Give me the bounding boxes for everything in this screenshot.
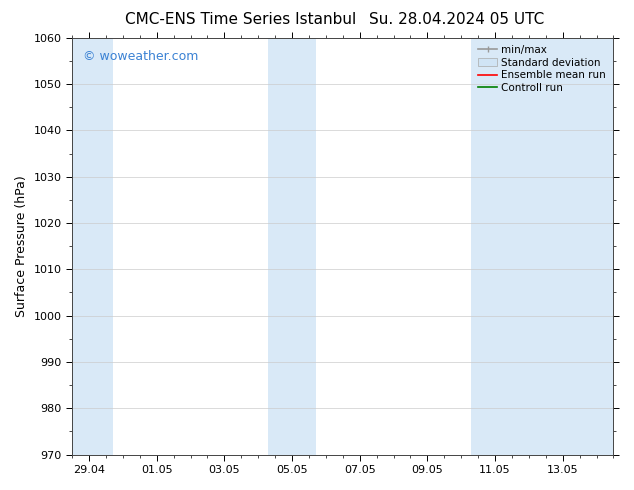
Y-axis label: Surface Pressure (hPa): Surface Pressure (hPa): [15, 175, 28, 317]
Bar: [471, 38, 614, 455]
Bar: [72, 38, 113, 455]
Bar: [268, 38, 316, 455]
Text: CMC-ENS Time Series Istanbul: CMC-ENS Time Series Istanbul: [126, 12, 356, 27]
Text: © woweather.com: © woweather.com: [83, 50, 198, 63]
Text: Su. 28.04.2024 05 UTC: Su. 28.04.2024 05 UTC: [369, 12, 544, 27]
Legend: min/max, Standard deviation, Ensemble mean run, Controll run: min/max, Standard deviation, Ensemble me…: [476, 43, 608, 95]
